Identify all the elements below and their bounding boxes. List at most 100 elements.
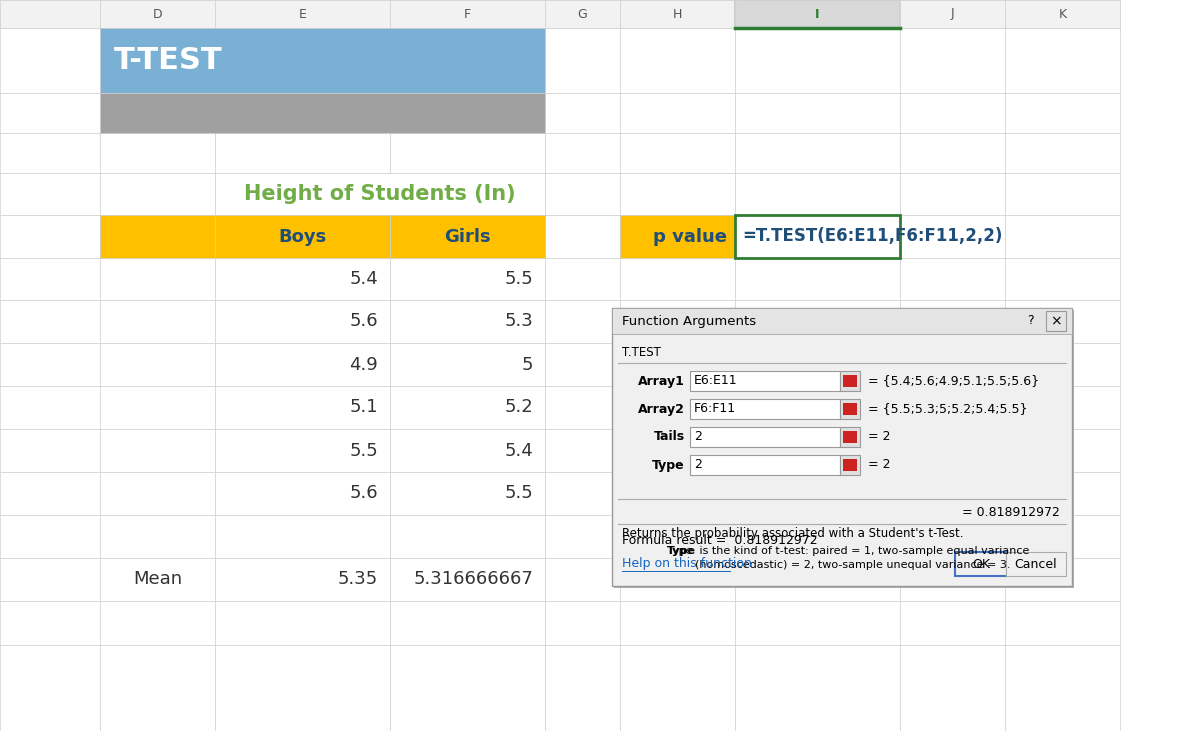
Bar (100, 28, 215, 93)
Bar (734, 133, 900, 173)
Bar (620, 515, 734, 558)
Bar (545, 429, 620, 472)
Bar (842, 431, 857, 443)
Text: H: H (673, 7, 682, 20)
Bar (100, 93, 215, 133)
Bar (0, 558, 100, 601)
Bar (1006, 133, 1120, 173)
Bar (0, 133, 100, 173)
Text: (homoscedastic) = 2, two-sample unequal variance = 3.: (homoscedastic) = 2, two-sample unequal … (667, 560, 1010, 570)
Bar (215, 645, 390, 731)
Bar (620, 0, 734, 28)
Text: Function Arguments: Function Arguments (622, 314, 756, 327)
Bar (620, 472, 734, 515)
Bar (100, 215, 215, 258)
Bar (900, 133, 1006, 173)
Bar (734, 343, 900, 386)
Bar (900, 0, 1006, 28)
Text: 5.5: 5.5 (504, 270, 533, 288)
Bar (215, 215, 390, 258)
Bar (545, 93, 620, 133)
Bar (215, 472, 390, 515)
Text: Array2: Array2 (638, 403, 685, 415)
Bar (620, 645, 734, 731)
Bar (100, 515, 215, 558)
Bar (0, 645, 100, 731)
Bar (734, 215, 900, 258)
Bar (1006, 386, 1120, 429)
Text: 5.2: 5.2 (504, 398, 533, 417)
Bar (545, 515, 620, 558)
Bar (545, 645, 620, 731)
Bar (390, 0, 545, 28)
Bar (390, 472, 545, 515)
Bar (690, 399, 840, 419)
Text: 5.5: 5.5 (349, 442, 378, 460)
Bar (100, 258, 215, 300)
Bar (545, 601, 620, 645)
Bar (215, 515, 390, 558)
Bar (545, 300, 620, 343)
Bar (545, 0, 620, 28)
Bar (620, 0, 734, 28)
Bar (0, 429, 100, 472)
Text: ×: × (1050, 314, 1062, 328)
Bar (215, 28, 390, 93)
Bar (0, 0, 100, 28)
Bar (734, 386, 900, 429)
Bar (1006, 28, 1120, 93)
Bar (900, 601, 1006, 645)
Bar (100, 645, 215, 731)
Bar (100, 386, 215, 429)
Bar (390, 300, 545, 343)
Bar (215, 558, 390, 601)
Bar (620, 173, 734, 215)
Bar (215, 601, 390, 645)
Bar (0, 93, 100, 133)
Text: T.TEST: T.TEST (622, 346, 661, 360)
Bar (900, 645, 1006, 731)
Bar (840, 427, 860, 447)
Bar (100, 173, 215, 215)
Text: K: K (1058, 7, 1067, 20)
Text: 5.4: 5.4 (504, 442, 533, 460)
Text: 5.1: 5.1 (349, 398, 378, 417)
Bar (545, 0, 620, 28)
Text: Type  is the kind of t-test: paired = 1, two-sample equal variance: Type is the kind of t-test: paired = 1, … (667, 546, 1030, 556)
Bar (614, 310, 1074, 588)
Bar (545, 343, 620, 386)
Bar (100, 215, 215, 258)
Bar (620, 429, 734, 472)
Bar (390, 515, 545, 558)
Bar (900, 515, 1006, 558)
Bar (215, 343, 390, 386)
Text: = {5.5;5.3;5;5.2;5.4;5.5}: = {5.5;5.3;5;5.2;5.4;5.5} (868, 403, 1027, 415)
Bar (100, 558, 215, 601)
Bar (1006, 258, 1120, 300)
Bar (215, 300, 390, 343)
Bar (1006, 601, 1120, 645)
Bar (1006, 429, 1120, 472)
Bar (734, 0, 900, 28)
Bar (0, 215, 100, 258)
Bar (734, 258, 900, 300)
Bar (545, 258, 620, 300)
Text: 5.3: 5.3 (504, 312, 533, 330)
Text: Array1: Array1 (638, 374, 685, 387)
Bar (1006, 93, 1120, 133)
Bar (900, 472, 1006, 515)
Bar (620, 558, 734, 601)
Bar (390, 258, 545, 300)
Bar (1006, 215, 1120, 258)
Bar (620, 300, 734, 343)
Bar (390, 645, 545, 731)
Bar (1006, 515, 1120, 558)
Bar (215, 173, 545, 215)
Bar (900, 300, 1006, 343)
Bar (1046, 311, 1066, 331)
Bar (734, 558, 900, 601)
Bar (215, 429, 390, 472)
Bar (390, 215, 545, 258)
Text: 5: 5 (522, 355, 533, 374)
Text: Height of Students (In): Height of Students (In) (244, 184, 516, 204)
